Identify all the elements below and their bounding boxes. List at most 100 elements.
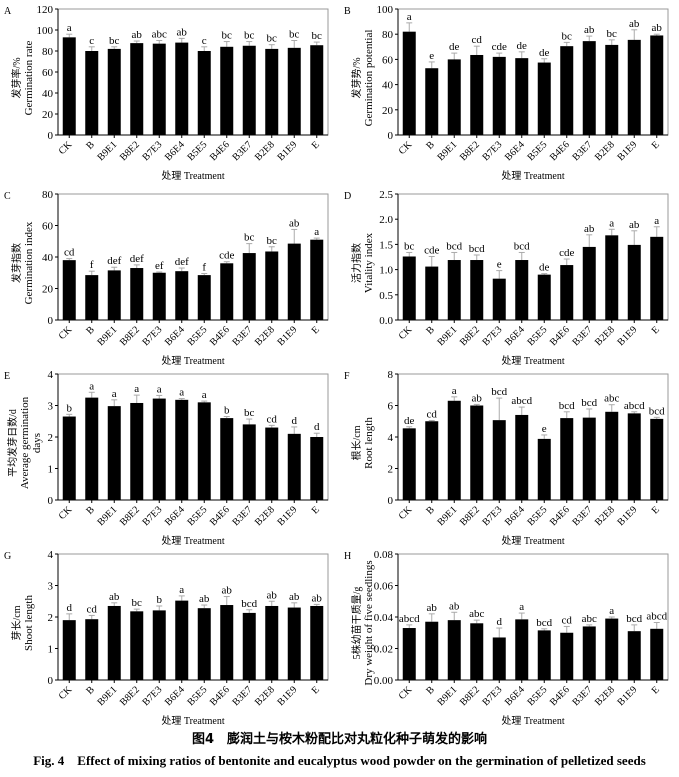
bar-b7e3 xyxy=(492,420,506,500)
x-tick-label: B7E3 xyxy=(480,504,504,528)
bar-b2e8 xyxy=(265,48,279,135)
bar-b2e8 xyxy=(605,411,619,500)
y-tick-label: 0 xyxy=(48,495,54,507)
y-tick-label: 0.04 xyxy=(374,612,394,624)
bar-b4e6 xyxy=(560,46,574,135)
panel-d: D 0.0 0.5 1.0 1.5 2.0 2.5 活力指数 Vitality index bc C… xyxy=(344,189,669,367)
x-tick-label: B6E4 xyxy=(163,684,187,708)
significance-letter: bc xyxy=(607,28,618,40)
bar-b7e3 xyxy=(492,278,506,320)
bar-b8e2 xyxy=(130,43,144,135)
significance-letter: ab xyxy=(312,592,323,604)
significance-letter: abcd xyxy=(646,611,667,623)
significance-letter: ef xyxy=(155,260,164,272)
bar-b xyxy=(85,51,99,135)
x-tick-label: B4E6 xyxy=(208,684,232,708)
significance-letter: ab xyxy=(449,600,460,612)
bar-b2e8 xyxy=(265,251,279,320)
y-tick-label: 2 xyxy=(48,612,54,624)
x-tick-label: B8E2 xyxy=(118,139,142,163)
x-tick-label: B xyxy=(424,684,437,697)
y-tick-label: 0 xyxy=(48,675,54,687)
significance-letter: bcd xyxy=(469,243,485,255)
significance-letter: a xyxy=(89,380,94,392)
x-tick-label: CK xyxy=(397,684,415,702)
panel-letter: B xyxy=(344,6,351,17)
x-tick-label: E xyxy=(650,139,662,151)
significance-letter: e xyxy=(542,423,547,435)
significance-letter: ab xyxy=(177,26,188,38)
significance-letter: bcd xyxy=(241,598,257,610)
panel-letter: C xyxy=(4,191,11,202)
significance-letter: ab xyxy=(629,219,640,231)
bar-ck xyxy=(62,620,76,680)
y-tick-label: 0.02 xyxy=(374,644,393,656)
bar-e xyxy=(650,418,664,500)
y-tick-label: 1.5 xyxy=(379,239,393,251)
significance-letter: bcd xyxy=(559,400,575,412)
significance-letter: cd xyxy=(64,247,75,259)
x-tick-label: CK xyxy=(57,504,75,522)
x-tick-label: B9E1 xyxy=(95,139,119,163)
x-tick-label: B9E1 xyxy=(435,139,459,163)
bar-b6e4 xyxy=(175,600,189,680)
x-tick-label: B2E8 xyxy=(253,684,277,708)
x-tick-label: E xyxy=(310,684,322,696)
y-tick-label: 3 xyxy=(48,401,54,413)
significance-letter: c xyxy=(89,35,94,47)
x-tick-label: B5E5 xyxy=(525,139,549,163)
x-tick-label: B1E9 xyxy=(275,139,299,163)
bar-ck xyxy=(62,260,76,320)
plot-frame xyxy=(57,193,329,321)
significance-letter: de xyxy=(404,415,415,427)
significance-letter: abcd xyxy=(399,613,420,625)
significance-letter: bc xyxy=(222,30,233,42)
bar-b7e3 xyxy=(152,43,166,135)
x-tick-label: B6E4 xyxy=(163,139,187,163)
bar-e xyxy=(650,628,664,680)
x-tick-label: B4E6 xyxy=(208,324,232,348)
bar-b2e8 xyxy=(265,605,279,680)
bar-b9e1 xyxy=(447,59,461,135)
x-tick-label: CK xyxy=(57,684,75,702)
y-axis-label: days xyxy=(31,433,43,453)
bar-b5e5 xyxy=(197,608,211,680)
panel-letter: E xyxy=(4,371,10,382)
x-tick-label: E xyxy=(650,324,662,336)
figure-caption-english: Fig. 4 Effect of mixing ratios of benton… xyxy=(33,753,646,768)
x-tick-label: B2E8 xyxy=(253,324,277,348)
bar-b2e8 xyxy=(605,44,619,135)
x-tick-label: B3E7 xyxy=(570,324,594,348)
significance-letter: a xyxy=(609,217,614,229)
significance-letter: bcd xyxy=(649,405,665,417)
x-tick-label: B6E4 xyxy=(163,504,187,528)
significance-letter: de xyxy=(449,41,460,53)
bar-b3e7 xyxy=(582,626,596,680)
significance-letter: de xyxy=(539,262,550,274)
y-tick-label: 80 xyxy=(382,29,394,41)
significance-letter: bc xyxy=(404,240,415,252)
bar-b4e6 xyxy=(560,418,574,500)
x-tick-label: B5E5 xyxy=(525,504,549,528)
bar-ck xyxy=(62,416,76,500)
significance-letter: cd xyxy=(87,603,98,615)
x-tick-label: B5E5 xyxy=(185,139,209,163)
y-axis-label: 发芽指数 xyxy=(10,243,23,283)
bar-e xyxy=(310,239,324,320)
x-axis-label: 处理 Treatment xyxy=(161,170,224,182)
bar-b4e6 xyxy=(560,632,574,680)
significance-letter: a xyxy=(519,601,524,613)
x-tick-label: B9E1 xyxy=(435,504,459,528)
significance-letter: cde xyxy=(492,41,507,53)
y-tick-label: 40 xyxy=(42,252,54,264)
bar-b xyxy=(425,421,439,500)
bar-e xyxy=(650,35,664,135)
panel-b: B 0 20 40 60 80 100 发芽势/% Germination potential a… xyxy=(344,4,669,182)
x-tick-label: B xyxy=(424,139,437,152)
y-tick-label: 4 xyxy=(388,432,394,444)
significance-letter: f xyxy=(90,259,94,271)
bar-b8e2 xyxy=(470,260,484,320)
x-tick-label: B3E7 xyxy=(230,139,254,163)
significance-letter: a xyxy=(179,584,184,596)
y-axis-label: Root length xyxy=(363,417,375,469)
